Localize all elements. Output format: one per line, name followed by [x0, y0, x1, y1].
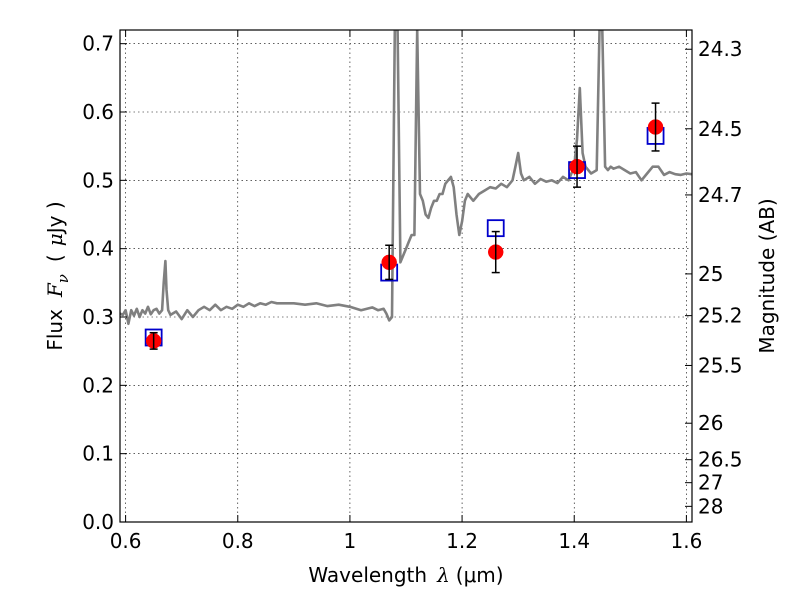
y2-tick-label: 24.5	[698, 117, 743, 141]
y-tick-label: 0.5	[82, 168, 114, 192]
y-tick-label: 0.1	[82, 442, 114, 466]
x-axis-ticks: 0.6 0.8 1 1.2 1.4 1.6	[110, 30, 702, 553]
y-tick-label: 0.4	[82, 237, 114, 261]
y2-tick-label: 25.2	[698, 304, 743, 328]
y-tick-label: 0.7	[82, 32, 114, 56]
y-axis-title-symbol: F	[43, 282, 67, 298]
y-axis-title-paren: (	[43, 254, 67, 262]
y2-axis-title: Magnitude (AB)	[755, 198, 779, 353]
y-axis-title: Flux Fν ( μJy )	[43, 201, 72, 350]
y-axis-title-subscript: ν	[54, 274, 72, 283]
y2-tick-label: 26.5	[698, 448, 743, 472]
y-axis-title-prefix: Flux	[43, 309, 67, 351]
x-axis-title-unit: (μm)	[456, 563, 504, 587]
y2-tick-label: 27	[698, 471, 723, 495]
points-layer	[144, 102, 665, 350]
x-tick-label: 0.8	[222, 529, 254, 553]
y2-tick-label: 28	[698, 494, 723, 518]
x-tick-label: 1.4	[558, 529, 590, 553]
x-tick-label: 0.6	[110, 529, 142, 553]
x-axis-title-prefix: Wavelength	[308, 563, 427, 587]
y2-tick-label: 25	[698, 262, 723, 286]
y-tick-label: 0.0	[82, 510, 114, 534]
y-tick-label: 0.6	[82, 100, 114, 124]
y-tick-label: 0.2	[82, 373, 114, 397]
y2-tick-label: 26	[698, 411, 723, 435]
model-spectrum-line	[120, 30, 692, 326]
x-axis-title-symbol: λ	[436, 563, 450, 587]
y-axis-title-unit: Jy )	[43, 201, 67, 235]
y2-tick-label: 24.7	[698, 183, 743, 207]
y2-tick-label: 25.5	[698, 353, 743, 377]
y-tick-label: 0.3	[82, 305, 114, 329]
x-tick-label: 1.2	[446, 529, 478, 553]
x-tick-label: 1	[344, 529, 357, 553]
x-tick-label: 1.6	[670, 529, 702, 553]
y-axis-title-mu: μ	[43, 233, 67, 246]
x-axis-title: Wavelength λ (μm)	[308, 563, 503, 587]
spectrum-layer	[120, 30, 692, 326]
y-axis-ticks: 0.0 0.1 0.2 0.3 0.4 0.5 0.6 0.7	[82, 32, 127, 534]
y2-tick-label: 24.3	[698, 37, 743, 61]
plot-frame	[119, 29, 693, 523]
